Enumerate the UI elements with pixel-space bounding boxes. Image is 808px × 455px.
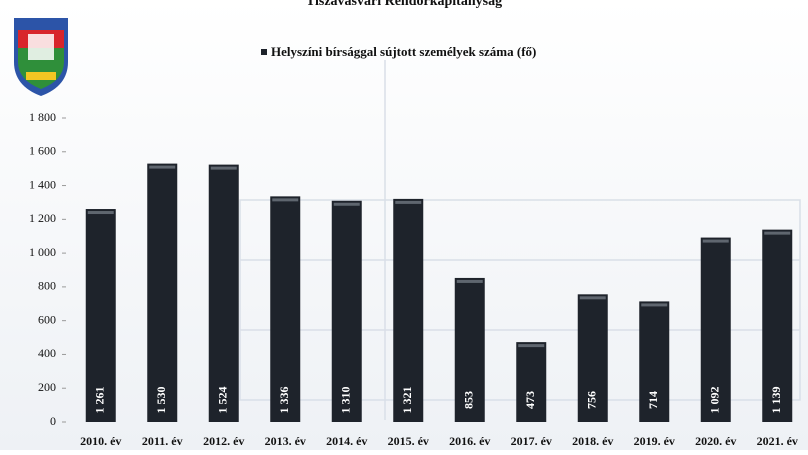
bar-cap [87, 211, 114, 215]
y-tick-label: 1 000 [29, 245, 56, 259]
x-tick-label: 2010. év [80, 434, 121, 448]
x-tick-label: 2019. év [634, 434, 675, 448]
bar [270, 196, 301, 422]
x-tick-label: 2021. év [757, 434, 798, 448]
value-label: 1 321 [400, 387, 414, 414]
bar [639, 301, 670, 422]
value-label: 1 092 [708, 387, 722, 414]
bar-cap [702, 239, 729, 243]
bar [331, 200, 362, 422]
y-tick-label: 1 800 [29, 110, 56, 124]
value-label: 1 310 [339, 387, 353, 414]
bar [147, 163, 178, 422]
bar-cap [210, 166, 237, 170]
value-label: 853 [462, 391, 476, 409]
bar-cap [579, 296, 606, 300]
y-tick-label: 400 [38, 346, 56, 360]
value-label: 1 336 [277, 387, 291, 414]
bar-cap [333, 202, 360, 206]
y-tick-label: 1 200 [29, 211, 56, 225]
bar [700, 237, 731, 422]
value-label: 1 139 [769, 387, 783, 414]
police-logo [14, 18, 68, 96]
value-label: 473 [523, 391, 537, 409]
x-tick-label: 2015. év [388, 434, 429, 448]
legend-swatch [261, 49, 267, 55]
bar-cap [395, 200, 422, 204]
bar [393, 198, 424, 422]
value-label: 1 261 [93, 387, 107, 414]
bar-cap [456, 279, 483, 283]
y-tick-label: 800 [38, 279, 56, 293]
y-tick-label: 0 [50, 414, 56, 428]
y-tick-label: 1 400 [29, 177, 56, 191]
bar-cap [272, 198, 299, 202]
y-tick-label: 200 [38, 380, 56, 394]
bar-cap [518, 344, 545, 348]
chart-title: Tiszavasvári Rendőrkapitányság [306, 0, 502, 9]
x-tick-label: 2018. év [572, 434, 613, 448]
bar [577, 294, 608, 422]
bar [85, 209, 116, 422]
bar [208, 164, 239, 422]
value-label: 756 [585, 391, 599, 409]
x-tick-label: 2014. év [326, 434, 367, 448]
x-tick-label: 2013. év [265, 434, 306, 448]
bar [516, 342, 547, 422]
bar [454, 277, 485, 422]
x-tick-label: 2011. év [142, 434, 183, 448]
value-label: 714 [646, 391, 660, 409]
legend-label: Helyszíni bírsággal sújtott személyek sz… [271, 44, 536, 59]
y-tick-label: 600 [38, 312, 56, 326]
bar-cap [149, 165, 176, 169]
x-tick-label: 2016. év [449, 434, 490, 448]
x-tick-label: 2017. év [511, 434, 552, 448]
value-label: 1 524 [216, 387, 230, 414]
bar-cap [764, 231, 791, 235]
bar [762, 229, 793, 422]
value-label: 1 530 [154, 387, 168, 414]
y-tick-label: 1 600 [29, 144, 56, 158]
bar-cap [641, 303, 668, 307]
x-tick-label: 2020. év [695, 434, 736, 448]
x-tick-label: 2012. év [203, 434, 244, 448]
